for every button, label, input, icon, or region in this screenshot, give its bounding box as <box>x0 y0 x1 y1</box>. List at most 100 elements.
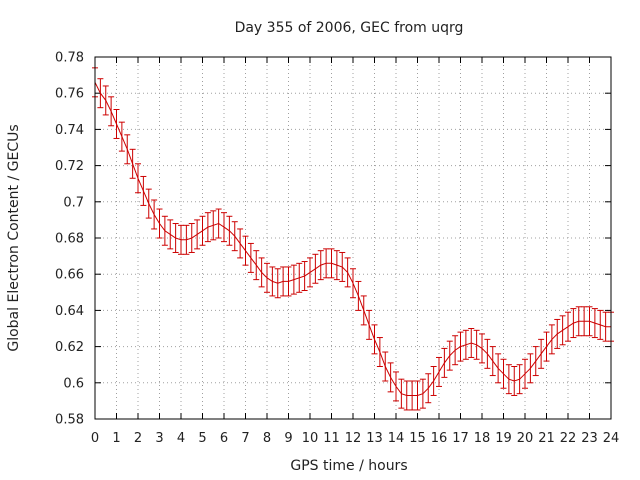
error-bar <box>559 315 566 346</box>
error-bar <box>543 331 550 362</box>
error-bar <box>371 324 378 355</box>
chart-title: Day 355 of 2006, GEC from uqrg <box>235 20 464 36</box>
x-tick-label: 5 <box>198 431 206 446</box>
error-bar <box>516 364 523 395</box>
error-bar <box>199 215 206 246</box>
error-bar <box>118 121 125 152</box>
x-tick-label: 10 <box>302 431 319 446</box>
x-tick-label: 16 <box>431 431 448 446</box>
axis-ticks <box>94 56 612 420</box>
error-bar <box>489 346 496 377</box>
y-axis-title: Global Electron Content / GECUs <box>6 124 22 351</box>
y-tick-label: 0.6 <box>63 376 84 391</box>
error-bar <box>581 306 588 337</box>
x-tick-label: 22 <box>560 431 577 446</box>
error-bar <box>221 212 227 243</box>
x-tick-label: 18 <box>474 431 491 446</box>
error-bar <box>393 371 399 402</box>
x-tick-label: 21 <box>538 431 555 446</box>
x-tick-label: 9 <box>284 431 292 446</box>
error-bar <box>527 353 534 384</box>
error-bar <box>145 188 152 219</box>
error-bar <box>312 253 319 284</box>
error-bar <box>226 215 233 246</box>
x-tick-label: 0 <box>91 431 99 446</box>
error-bar <box>495 353 502 384</box>
error-bar <box>532 346 539 377</box>
error-bar <box>575 306 582 337</box>
x-tick-label: 15 <box>409 431 426 446</box>
x-tick-label: 2 <box>134 431 142 446</box>
error-bar <box>436 356 442 387</box>
error-bar <box>538 338 545 369</box>
error-bar <box>355 280 362 311</box>
x-tick-label: 7 <box>241 431 249 446</box>
error-bar <box>586 306 593 337</box>
error-bar <box>151 199 158 230</box>
error-bar <box>441 347 448 378</box>
error-bar <box>129 148 136 179</box>
error-bar <box>178 224 184 255</box>
error-bar <box>204 212 211 243</box>
error-bar <box>328 248 335 279</box>
error-bar <box>554 318 561 349</box>
x-tick-label: 17 <box>452 431 469 446</box>
error-bar <box>473 329 480 360</box>
error-bar <box>317 250 324 281</box>
y-tick-label: 0.76 <box>55 87 84 102</box>
error-bar <box>457 331 464 362</box>
error-bar <box>290 264 297 295</box>
error-bar <box>425 373 432 404</box>
y-tick-label: 0.58 <box>55 413 84 428</box>
error-bar <box>323 248 330 279</box>
x-tick-label: 23 <box>581 431 598 446</box>
error-bar <box>247 242 254 273</box>
y-tick-label: 0.74 <box>55 123 84 138</box>
error-bar <box>409 380 416 411</box>
error-bar <box>511 366 518 396</box>
error-bar <box>548 324 555 355</box>
error-bar <box>382 351 389 382</box>
x-tick-label: 3 <box>155 431 163 446</box>
error-bar <box>102 85 109 116</box>
error-bar <box>97 78 104 109</box>
error-bar <box>172 223 179 253</box>
error-bar <box>376 337 383 368</box>
plot-frame <box>94 56 612 420</box>
x-tick-label: 11 <box>323 431 340 446</box>
x-tick-label: 6 <box>220 431 228 446</box>
y-tick-label: 0.68 <box>55 232 84 247</box>
error-bar <box>307 257 313 288</box>
error-bar <box>296 262 303 293</box>
y-tick-label: 0.62 <box>55 340 84 355</box>
x-tick-label: 14 <box>388 431 405 446</box>
x-tick-label: 19 <box>495 431 512 446</box>
error-bar <box>484 338 491 369</box>
error-bar <box>231 221 238 252</box>
error-bar <box>565 311 571 342</box>
series-gec <box>92 67 614 411</box>
error-bar <box>156 208 163 239</box>
error-bar <box>398 378 405 409</box>
x-axis-title: GPS time / hours <box>290 458 407 474</box>
x-tick-label: 12 <box>345 431 362 446</box>
error-bar <box>161 215 168 246</box>
error-bar <box>301 261 308 291</box>
error-bar <box>387 362 394 393</box>
error-bar <box>183 224 190 255</box>
error-bar <box>140 175 147 206</box>
error-bar <box>242 235 249 266</box>
error-bar <box>597 309 604 340</box>
x-tick-label: 1 <box>112 431 120 446</box>
error-bar <box>258 257 265 288</box>
error-bar <box>280 266 287 297</box>
y-tick-labels: 0.58 0.6 0.62 0.64 0.66 0.68 0.7 0.72 0.74 0.76 0.… <box>55 51 84 428</box>
error-bar <box>210 210 217 241</box>
x-tick-label: 4 <box>177 431 185 446</box>
error-bar <box>339 251 346 282</box>
error-bar <box>108 96 115 127</box>
error-bar <box>274 268 281 299</box>
error-bar <box>264 262 270 293</box>
error-bar <box>237 228 244 259</box>
